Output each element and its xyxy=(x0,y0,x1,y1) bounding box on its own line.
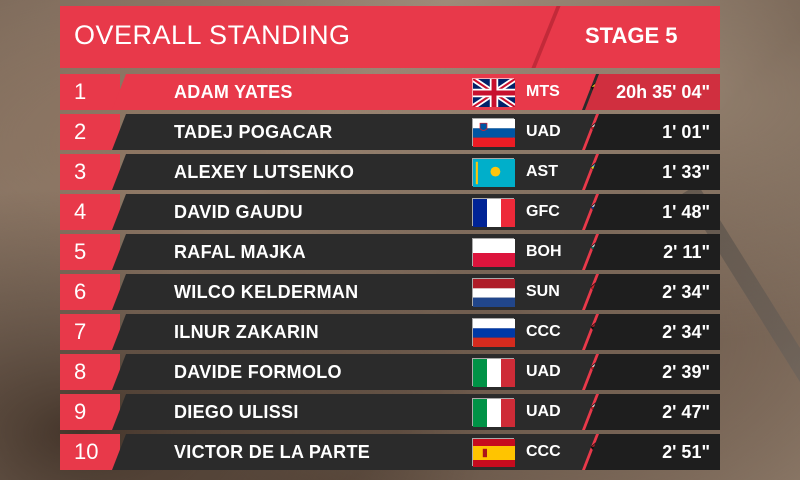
team-code: UAD xyxy=(526,403,561,420)
time-box: 1' 48" xyxy=(585,194,720,230)
time-box: 2' 39" xyxy=(585,354,720,390)
time-box: 2' 11" xyxy=(585,234,720,270)
team-code: GFC xyxy=(526,203,560,220)
rider-name: ADAM YATES xyxy=(174,82,293,102)
time-box: 20h 35' 04" xyxy=(585,74,720,110)
standings-row: 6 WILCO KELDERMAN SUN 2' 34" xyxy=(60,274,720,310)
standings-row: 8 DAVIDE FORMOLO UAD 2' 39" xyxy=(60,354,720,390)
rider-time: 2' 39" xyxy=(662,362,710,382)
time-box: 2' 47" xyxy=(585,394,720,430)
standings-row: 2 TADEJ POGACAR UAD 1' 01" xyxy=(60,114,720,150)
poland-flag-icon xyxy=(472,238,515,267)
rank-number: 6 xyxy=(60,274,120,310)
rider-name: ILNUR ZAKARIN xyxy=(174,322,319,342)
team-code: BOH xyxy=(526,243,562,260)
team-code: AST xyxy=(526,163,558,180)
standings-row: 4 DAVID GAUDU GFC 1' 48" xyxy=(60,194,720,230)
page-title: OVERALL STANDING xyxy=(74,20,351,50)
standings-row: 5 RAFAL MAJKA BOH 2' 11" xyxy=(60,234,720,270)
rank-number: 10 xyxy=(60,434,120,470)
rank-number: 5 xyxy=(60,234,120,270)
standings-row: 3 ALEXEY LUTSENKO AST 1' 33" xyxy=(60,154,720,190)
team-code: MTS xyxy=(526,83,560,100)
rider-time: 1' 33" xyxy=(662,162,710,182)
rider-name: RAFAL MAJKA xyxy=(174,242,306,262)
rider-name: DAVID GAUDU xyxy=(174,202,303,222)
rank-number: 4 xyxy=(60,194,120,230)
rider-time: 1' 48" xyxy=(662,202,710,222)
stage-label: STAGE 5 xyxy=(585,23,678,48)
russia-flag-icon xyxy=(472,318,515,347)
team-code: CCC xyxy=(526,323,561,340)
italy-flag-icon xyxy=(472,358,515,387)
team-code: SUN xyxy=(526,283,560,300)
rank-number: 1 xyxy=(60,74,120,110)
rider-time: 2' 47" xyxy=(662,402,710,422)
standings-row: 1 ADAM YATES MTS 20h 35' 04" xyxy=(60,74,720,110)
france-flag-icon xyxy=(472,198,515,227)
rider-time: 20h 35' 04" xyxy=(616,82,710,102)
rank-number: 9 xyxy=(60,394,120,430)
italy-flag-icon xyxy=(472,398,515,427)
rider-name: WILCO KELDERMAN xyxy=(174,282,359,302)
rider-name: ALEXEY LUTSENKO xyxy=(174,162,355,182)
rank-number: 8 xyxy=(60,354,120,390)
rank-number: 7 xyxy=(60,314,120,350)
standings-row: 9 DIEGO ULISSI UAD 2' 47" xyxy=(60,394,720,430)
time-box: 1' 33" xyxy=(585,154,720,190)
spain-flag-icon xyxy=(472,438,515,467)
rider-time: 2' 34" xyxy=(662,282,710,302)
rider-name: VICTOR DE LA PARTE xyxy=(174,442,371,462)
team-code: CCC xyxy=(526,443,561,460)
time-box: 2' 34" xyxy=(585,274,720,310)
rider-time: 2' 51" xyxy=(662,442,710,462)
rider-name: TADEJ POGACAR xyxy=(174,122,333,142)
team-code: UAD xyxy=(526,363,561,380)
header-divider xyxy=(531,6,561,68)
rider-time: 2' 11" xyxy=(663,242,710,262)
gb-flag-icon xyxy=(471,76,517,110)
standings-row: 7 ILNUR ZAKARIN CCC 2' 34" xyxy=(60,314,720,350)
standings-row: 10 VICTOR DE LA PARTE CCC 2' 51" xyxy=(60,434,720,470)
rider-time: 1' 01" xyxy=(662,122,710,142)
rank-number: 3 xyxy=(60,154,120,190)
rank-number: 2 xyxy=(60,114,120,150)
time-box: 2' 51" xyxy=(585,434,720,470)
rider-name: DAVIDE FORMOLO xyxy=(174,362,342,382)
rider-time: 2' 34" xyxy=(662,322,710,342)
time-box: 1' 01" xyxy=(585,114,720,150)
standings-header: OVERALL STANDING STAGE 5 xyxy=(60,6,720,68)
rider-name: DIEGO ULISSI xyxy=(174,402,299,422)
team-code: UAD xyxy=(526,123,561,140)
slovenia-flag-icon xyxy=(472,118,515,147)
netherlands-flag-icon xyxy=(472,278,515,307)
kazakhstan-flag-icon xyxy=(472,158,515,187)
time-box: 2' 34" xyxy=(585,314,720,350)
